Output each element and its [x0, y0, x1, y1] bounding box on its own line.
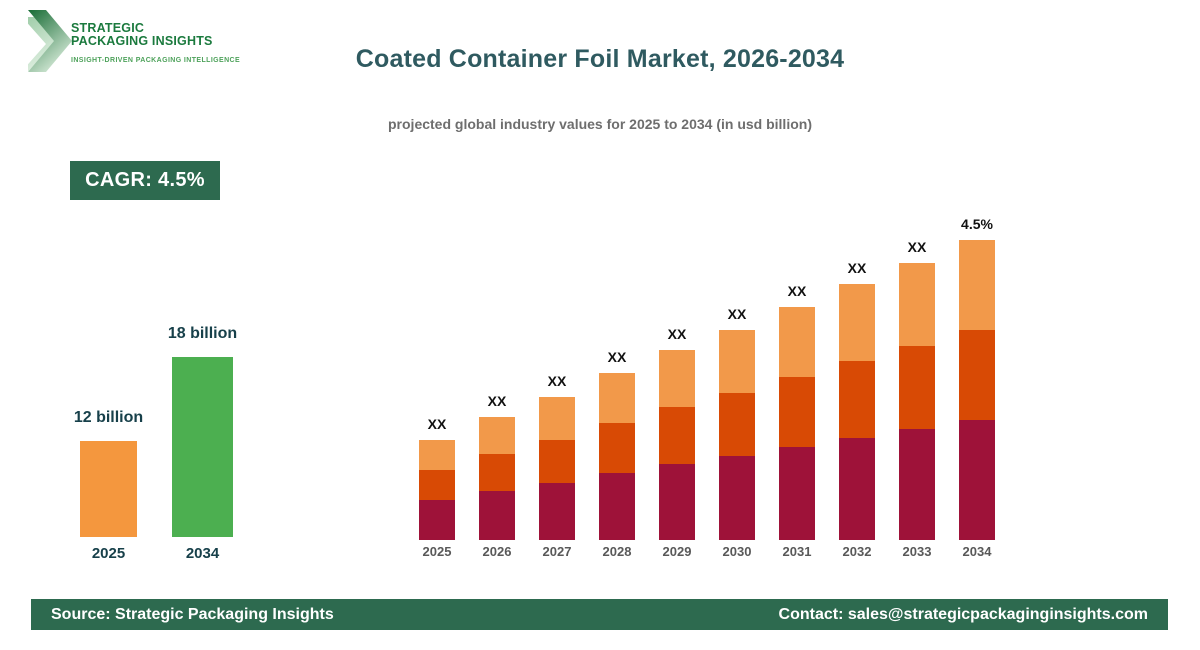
2027-segment-top — [539, 397, 575, 440]
footer-bar: Source: Strategic Packaging Insights Con… — [31, 599, 1168, 630]
year-label-2032: 2032 — [842, 544, 872, 559]
2026-segment-top — [479, 417, 515, 454]
stacked-bar-2025 — [419, 440, 455, 540]
year-label-2030: 2030 — [722, 544, 752, 559]
mini-bar-2034 — [172, 357, 233, 537]
2032-segment-top — [839, 284, 875, 361]
2034-segment-middle — [959, 330, 995, 420]
year-label-2029: 2029 — [662, 544, 692, 559]
bar-top-label-2027: XX — [547, 373, 567, 389]
2032-segment-middle — [839, 361, 875, 438]
mini-value-label-2034: 18 billion — [167, 325, 238, 342]
2026-segment-bottom — [479, 491, 515, 540]
bar-top-label-2031: XX — [787, 283, 807, 299]
year-label-2026: 2026 — [482, 544, 512, 559]
2030-segment-middle — [719, 393, 755, 456]
mini-year-label-2025: 2025 — [91, 545, 126, 562]
bar-top-label-2032: XX — [847, 260, 867, 276]
2027-segment-middle — [539, 440, 575, 483]
stacked-bar-2033 — [899, 263, 935, 540]
year-label-2027: 2027 — [542, 544, 572, 559]
page-title: Coated Container Foil Market, 2026-2034 — [355, 45, 845, 73]
bar-top-label-2025: XX — [427, 416, 447, 432]
2028-segment-middle — [599, 423, 635, 473]
2034-segment-top — [959, 240, 995, 330]
brand-logo: STRATEGIC PACKAGING INSIGHTS INSIGHT-DRI… — [28, 10, 240, 76]
2029-segment-bottom — [659, 464, 695, 540]
2033-segment-bottom — [899, 429, 935, 540]
2028-segment-bottom — [599, 473, 635, 540]
2028-segment-top — [599, 373, 635, 423]
mini-bar-2025 — [80, 441, 137, 537]
2032-segment-bottom — [839, 438, 875, 540]
stacked-bar-2031 — [779, 307, 815, 540]
bar-top-label-2029: XX — [667, 326, 687, 342]
mini-year-label-2034: 2034 — [185, 545, 220, 562]
2026-segment-middle — [479, 454, 515, 491]
footer-source: Source: Strategic Packaging Insights — [51, 605, 334, 623]
2031-segment-bottom — [779, 447, 815, 540]
2030-segment-bottom — [719, 456, 755, 540]
cagr-badge: CAGR: 4.5% — [70, 161, 220, 200]
footer-contact: Contact: sales@strategicpackaginginsight… — [778, 605, 1148, 623]
stacked-bar-2032 — [839, 284, 875, 540]
stacked-bar-2028 — [599, 373, 635, 540]
stacked-bar-2034 — [959, 240, 995, 540]
stacked-bar-2026 — [479, 417, 515, 540]
2025-segment-top — [419, 440, 455, 470]
chevron-logo-icon — [28, 10, 72, 72]
main-chart: XX 2025 XX 2026 XX 2027 XX 2028 XX 2029 XX 2030 XX 20… — [419, 216, 995, 584]
bar-top-label-2030: XX — [727, 306, 747, 322]
stacked-bar-2030 — [719, 330, 755, 540]
brand-name-line2: PACKAGING INSIGHTS — [71, 34, 213, 48]
2034-segment-bottom — [959, 420, 995, 540]
2030-segment-top — [719, 330, 755, 393]
year-label-2033: 2033 — [902, 544, 932, 559]
bar-top-label-2028: XX — [607, 349, 627, 365]
2031-segment-middle — [779, 377, 815, 447]
year-label-2031: 2031 — [782, 544, 812, 559]
mini-value-label-2025: 12 billion — [73, 409, 144, 426]
2029-segment-top — [659, 350, 695, 407]
2025-segment-middle — [419, 470, 455, 500]
2029-segment-middle — [659, 407, 695, 464]
2033-segment-top — [899, 263, 935, 346]
bar-top-label-2033: XX — [907, 239, 927, 255]
stacked-bar-2027 — [539, 397, 575, 540]
2027-segment-bottom — [539, 483, 575, 540]
stacked-bar-2029 — [659, 350, 695, 540]
brand-name-line1: STRATEGIC — [71, 21, 145, 35]
brand-tagline: INSIGHT-DRIVEN PACKAGING INTELLIGENCE — [71, 57, 241, 64]
year-label-2025: 2025 — [422, 544, 452, 559]
bar-top-label-2026: XX — [487, 393, 507, 409]
bar-top-label-2034: 4.5% — [961, 216, 993, 232]
mini-chart: 12 billion 2025 18 billion 2034 — [74, 325, 237, 562]
2031-segment-top — [779, 307, 815, 377]
2025-segment-bottom — [419, 500, 455, 540]
page-subtitle: projected global industry values for 202… — [388, 116, 812, 132]
year-label-2034: 2034 — [962, 544, 992, 559]
year-label-2028: 2028 — [602, 544, 632, 559]
2033-segment-middle — [899, 346, 935, 429]
